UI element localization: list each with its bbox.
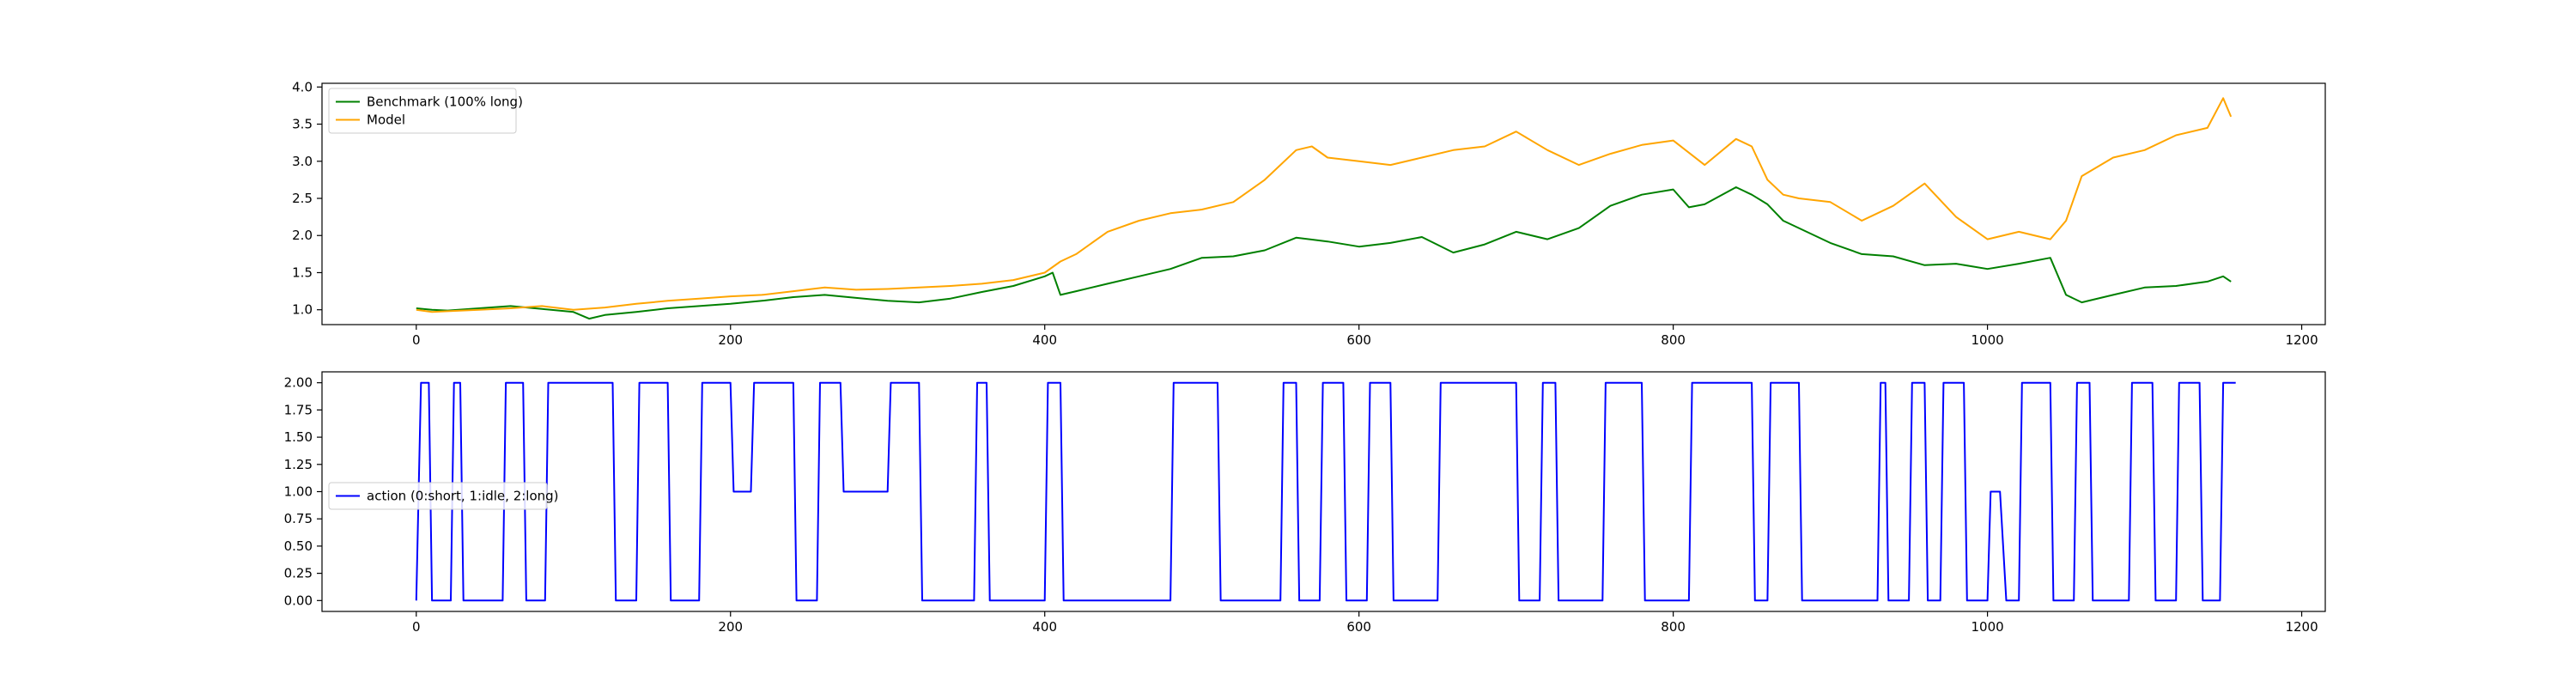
action-y-tick-label: 1.25 [284,457,313,472]
action-x-tick-label: 0 [412,619,421,635]
returns-x-tick-label: 400 [1032,332,1057,348]
returns-y-tick-label: 3.5 [292,117,313,132]
action-x-tick-label: 800 [1661,619,1686,635]
returns-axes-frame [321,82,2326,325]
action-y-tick-label: 2.00 [284,375,313,391]
returns-x-tick-label: 200 [718,332,743,348]
returns-y-tick-label: 2.5 [292,191,313,206]
action-x-tick-label: 1200 [2285,619,2318,635]
action-legend [328,482,548,510]
action-series-line-0 [415,381,2236,602]
returns-legend-label: Model [367,112,405,128]
action-y-tick-label: 0.25 [284,566,313,581]
returns-y-tick-label: 4.0 [292,79,313,94]
action-legend-label: action (0:short, 1:idle, 2:long) [367,489,559,504]
returns-legend-label: Benchmark (100% long) [367,94,523,110]
action-y-tick-label: 0.75 [284,511,313,526]
returns-series-line-0 [416,186,2232,320]
action-y-tick-label: 0.50 [284,538,313,554]
action-x-tick-label: 600 [1346,619,1371,635]
action-y-tick-label: 1.50 [284,429,313,445]
returns-y-tick-label: 1.0 [292,302,313,318]
returns-x-tick-label: 1000 [1971,332,2003,348]
returns-axes: 0 200 400 600 800 1000 1200 1.0 1.5 2.0 2.5 3.0 3.5 4… [292,79,2326,348]
returns-y-tick-label: 2.0 [292,228,313,243]
action-y-tick-label: 0.00 [284,593,313,608]
action-axes: 0 200 400 600 800 1000 1200 0.00 0.25 0.50 0.75 1.0… [284,371,2326,635]
action-x-tick-label: 1000 [1971,619,2003,635]
returns-x-tick-label: 600 [1346,332,1371,348]
returns-y-tick-label: 3.0 [292,154,313,169]
returns-x-tick-label: 0 [412,332,421,348]
returns-legend [328,88,517,134]
action-y-tick-label: 1.00 [284,484,313,500]
returns-x-tick-label: 800 [1661,332,1686,348]
action-x-tick-label: 400 [1032,619,1057,635]
action-x-tick-label: 200 [718,619,743,635]
returns-y-tick-label: 1.5 [292,264,313,280]
action-y-tick-label: 1.75 [284,402,313,417]
returns-x-tick-label: 1200 [2285,332,2318,348]
returns-series-line-1 [416,97,2233,313]
